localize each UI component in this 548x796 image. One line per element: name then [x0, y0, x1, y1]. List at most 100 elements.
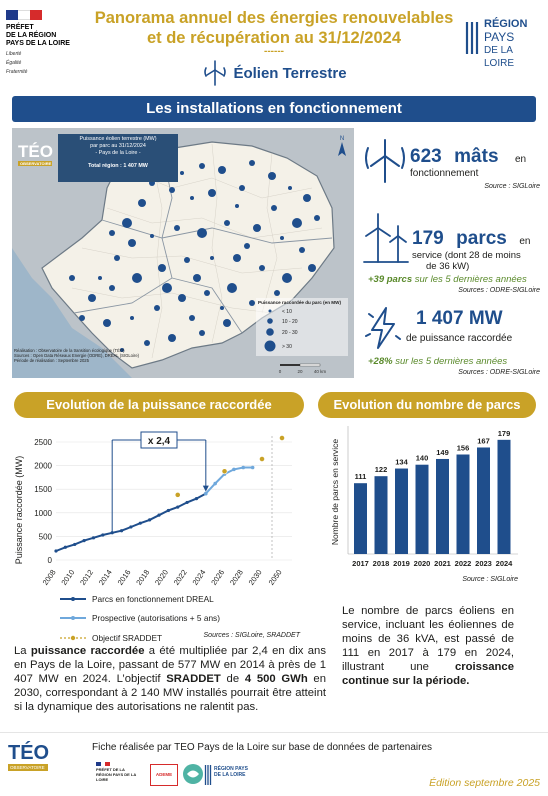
annotation-arrow-icon: [202, 485, 209, 492]
region-line-1: RÉGION: [484, 18, 528, 30]
series-point-0: [110, 531, 114, 535]
series-point-0: [119, 529, 124, 533]
legend-swatch-dreal: [60, 596, 86, 601]
map-dot: [184, 257, 190, 263]
p2-part-b: croissance continue sur la période.: [342, 661, 514, 687]
stat-parcs-extra-bold: +39 parcs: [368, 274, 413, 285]
paragraph-parcs: Le nombre de parcs éoliens en service, i…: [342, 604, 514, 688]
xtick-label: 2014: [97, 568, 114, 587]
line-chart-source: Sources : SIGLoire, SRADDET: [203, 632, 300, 639]
map-dot: [132, 273, 142, 283]
series-point-0: [73, 542, 77, 547]
title-line-1: Panorama annuel des énergies renouvelabl…: [94, 9, 454, 27]
xtick-label: 2020: [153, 568, 170, 587]
series-point-1: [213, 481, 217, 486]
legend-dot-xlarge: [264, 340, 276, 352]
map-info-line-2: par parc au 31/12/2024: [90, 143, 146, 149]
stat-masts-value: 623: [410, 146, 442, 167]
lightning-icon: [365, 307, 401, 349]
line-chart-series: [54, 435, 285, 553]
xtick-label: 2012: [78, 568, 95, 587]
series-point-0: [63, 545, 67, 549]
map-dot: [280, 236, 284, 240]
legend-dot-small: [268, 309, 272, 313]
edition-date: Édition septembre 2025: [429, 777, 540, 789]
stat-parcs-suffix: en: [519, 236, 531, 247]
stat-parcs-line2: service (dont 28 de moins: [412, 250, 521, 261]
wind-farm-icon: [365, 139, 405, 183]
map-dot: [259, 265, 265, 271]
stat-puissance-extra: +28% sur les 5 dernières années: [368, 356, 544, 367]
wind-turbine-icon: [204, 60, 227, 86]
legend-swatch-sraddet: [60, 635, 86, 640]
stat-puissance: 1 407 MW de puissance raccordée: [406, 308, 546, 344]
paragraph-puissance: La puissance raccordée a été multipliée …: [14, 644, 326, 714]
prefet-motto-3: Fraternité: [6, 69, 28, 75]
map-dot: [154, 305, 160, 311]
subtitle-text: Éolien Terrestre: [233, 64, 347, 82]
map-dot: [268, 172, 276, 180]
scale-bar: [280, 363, 321, 367]
bar-value-label: 111: [355, 472, 367, 481]
stat-parcs-unit: parcs: [456, 228, 507, 249]
map-dot: [158, 264, 166, 272]
map-dot: [239, 185, 245, 191]
teo-map-logo-sub: OBSERVATOIRE: [18, 161, 52, 166]
stat-puissance-extra-rest: sur les 5 dernières années: [392, 356, 508, 367]
map-dot: [204, 290, 210, 296]
line-chart-ylabel: Puissance raccordée (MW): [14, 456, 24, 565]
series-line-1: [205, 466, 253, 495]
region-bars-icon: [465, 22, 479, 54]
p2-part-a: Le nombre de parcs éoliens en service, i…: [342, 605, 514, 673]
bar-value-label: 156: [457, 443, 470, 452]
legend-item-prospective: Prospective (autorisations + 5 ans): [60, 605, 300, 631]
ytick-label: 1500: [34, 485, 52, 494]
bar-2023: [477, 447, 490, 554]
ytick-label: 1000: [34, 509, 52, 518]
footer-region-logo: RÉGION PAYS DE LA LOIRE: [204, 764, 250, 790]
stat-parcs: 179 parcs en service (dont 28 de moins d…: [412, 228, 542, 272]
xtick-label: 2018: [134, 568, 151, 587]
bar-value-label: 149: [436, 448, 449, 457]
series-point-0: [82, 539, 86, 543]
scale-label-20: 20: [297, 369, 303, 374]
series-point-0: [138, 521, 142, 525]
ytick-label: 2000: [34, 462, 52, 471]
north-label: N: [340, 136, 344, 142]
line-chart-annotation: x 2,4: [111, 431, 209, 533]
xtick-label: 2026: [209, 568, 226, 587]
legend-label-prospective: Prospective (autorisations + 5 ans): [92, 613, 220, 623]
map-dot: [103, 319, 111, 327]
region-logo: RÉGION PAYS DE LA LOIRE: [464, 18, 544, 69]
series-point-1: [241, 465, 246, 470]
footer-region-bars-icon: [204, 765, 212, 785]
map-dot: [197, 228, 207, 238]
series-point-0: [176, 505, 180, 509]
prefet-line-2: DE LA RÉGION: [6, 32, 57, 39]
series-point-0: [166, 508, 170, 513]
prefet-line-1: PRÉFET: [6, 24, 34, 31]
map-dot: [190, 196, 194, 200]
stat-parcs-source: Sources : ODRE-SIGLoire: [458, 287, 540, 294]
map-dot: [253, 224, 261, 232]
stat-masts-suffix: en: [514, 154, 527, 165]
map-legend-title: Puissance raccordée du parc (en MW): [258, 300, 341, 305]
map-dots-group: [69, 160, 320, 352]
stat-masts-unit: mâts: [454, 146, 499, 167]
map-source: Réalisation : Observatoire de la transit…: [14, 348, 214, 364]
bar-category-label: 2023: [475, 559, 492, 568]
map-dot: [144, 340, 150, 346]
map-dot: [271, 205, 277, 211]
map-dot: [189, 315, 195, 321]
series-point-0: [148, 518, 152, 522]
map-info-total: Total région : 1 407 MW: [88, 163, 148, 169]
map-dot: [88, 294, 96, 302]
region-line-3: DE LA LOIRE: [484, 45, 515, 69]
map-dot: [249, 300, 255, 306]
p1-part-d: SRADDET: [166, 673, 221, 685]
stat-masts: 623 mâts en fonctionnement: [410, 146, 540, 179]
xtick-label: 2030: [247, 568, 264, 587]
prefet-motto-1: Liberté: [6, 51, 22, 57]
bar-value-label: 140: [416, 454, 429, 463]
xtick-label: 2016: [116, 568, 133, 587]
